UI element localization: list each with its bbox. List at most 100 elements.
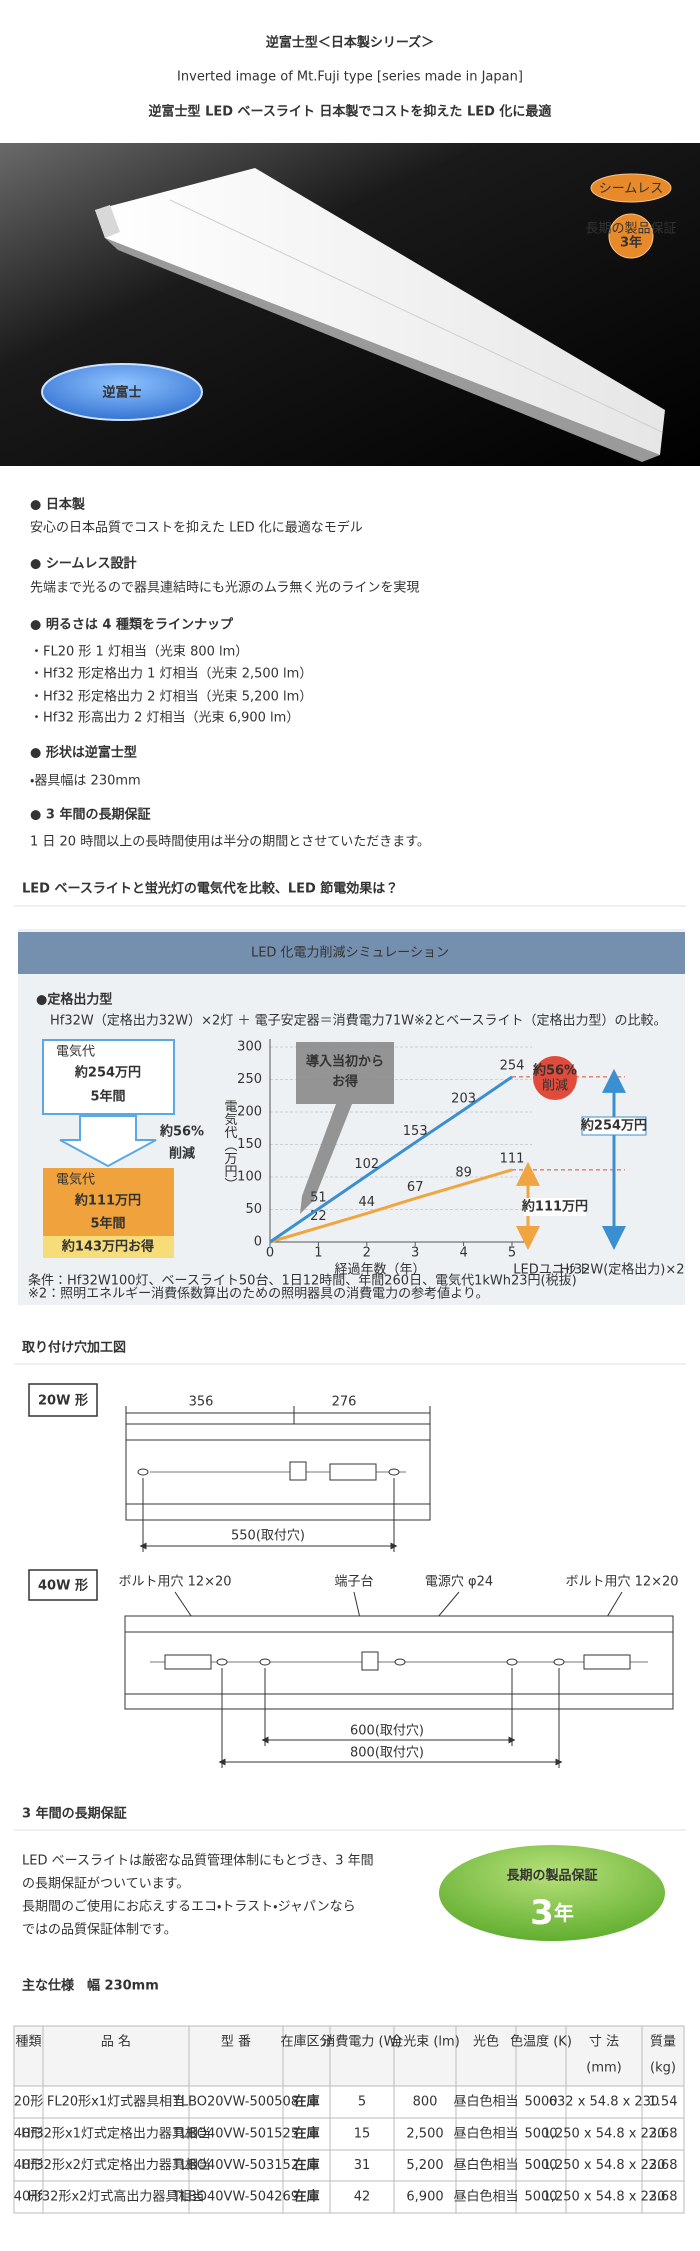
mount-hole: [394, 1658, 406, 1666]
warranty-badge-years: 3年: [530, 1893, 574, 1933]
type-badge: [41, 363, 203, 421]
x-axis-title: 経過年数（年）: [334, 1263, 425, 1278]
table-header-bg: [13, 2025, 685, 2087]
table-cell: 在庫: [293, 2126, 319, 2142]
feature-text: ・FL20 形 1 灯相当（光束 800 lm）: [30, 645, 248, 660]
table-cell: 5000: [524, 2158, 557, 2173]
after-total-box: [524, 1198, 586, 1216]
table-cell: 40形: [14, 2127, 44, 2142]
feature-text: ・Hf32 形高出力 2 灯相当（光束 6,900 lm）: [30, 710, 299, 726]
y-tick-label: 100: [237, 1170, 262, 1185]
data-label: 102: [354, 1157, 379, 1172]
table-cell: 40形: [14, 2190, 44, 2205]
table-cell: 5: [358, 2095, 366, 2110]
legend-label: Hf32W(定格出力)×2: [559, 1262, 684, 1278]
x-tick-label: 1: [314, 1246, 322, 1261]
table-cell: 1.54: [649, 2095, 678, 2110]
x-tick-label: 3: [411, 1246, 419, 1261]
table-cell: 2,500: [406, 2127, 443, 2142]
before-total: 約254万円: [580, 1118, 647, 1134]
simulation-subtitle: ●定格出力型: [36, 992, 112, 1008]
warranty-mini-years: 3年: [620, 235, 642, 251]
type-badge-text: 逆富士: [102, 385, 141, 401]
mount-hole: [216, 1658, 228, 1666]
lamp-underside: [105, 238, 660, 462]
feature-text: ・器具幅は 230mm: [30, 774, 141, 789]
table-cell: TLBO40VW-501525: [172, 2127, 299, 2142]
table-header-cell: 在庫区分: [280, 2035, 332, 2050]
y-tick-label: 300: [237, 1040, 262, 1055]
terminal: [289, 1461, 307, 1481]
table-header-cell: 全光束 (lm): [390, 2035, 460, 2050]
table-header-cell: 寸 法: [589, 2035, 619, 2050]
feature-text: ・Hf32 形定格出力 1 灯相当（光束 2,500 lm）: [30, 666, 312, 682]
reduction-percent: 約56%: [159, 1124, 204, 1140]
reduction-circle-percent: 約56%: [532, 1063, 577, 1079]
data-label: 111: [500, 1151, 525, 1166]
table-cell: 5000: [524, 2095, 557, 2110]
page-subtitle: Inverted image of Mt.Fuji type [series m…: [177, 70, 523, 85]
callout-label: ボルト用穴 12×20: [118, 1575, 231, 1590]
feature-heading: ● 明るさは 4 種類をラインナップ: [30, 617, 234, 633]
dimension: 600(取付穴): [350, 1724, 424, 1739]
socket: [583, 1654, 631, 1670]
simulation-header: [18, 932, 685, 974]
dimension: 800(取付穴): [350, 1746, 424, 1761]
lamp-face: [95, 168, 665, 455]
table-header-cell: 種類: [15, 2034, 41, 2050]
callout-label: 電源穴 φ24: [425, 1575, 493, 1590]
seamless-badge: [590, 173, 672, 203]
warranty-badge-unit: 年: [554, 1901, 574, 1925]
table-cell: 昼白色相当: [453, 2157, 518, 2173]
table-cell: FL20形x1灯式器具相当: [47, 2095, 185, 2110]
table-cell: TLBO40VW-503152: [172, 2158, 299, 2173]
data-label: 89: [455, 1166, 472, 1181]
data-label: 51: [310, 1190, 327, 1205]
table-cell: Hf32形x2灯式定格出力器具相当: [21, 2157, 211, 2173]
table-header-cell: 品 名: [101, 2034, 131, 2050]
section-heading: 3 年間の長期保証: [22, 1806, 127, 1822]
mount-hole: [506, 1658, 518, 1666]
section-heading: LED ベースライトと蛍光灯の電気代を比較、LED 節電効果は？: [22, 881, 398, 897]
table-cell: 632 x 54.8 x 230: [549, 2095, 660, 2110]
socket: [164, 1654, 212, 1670]
y-tick-label: 200: [237, 1105, 262, 1120]
label-box: [28, 1569, 98, 1601]
data-label: 203: [451, 1092, 476, 1107]
simulation-description: Hf32W（定格出力32W）×2灯 ＋ 電子安定器＝消費電力71W※2とベースラ…: [50, 1013, 666, 1029]
y-tick-label: 50: [245, 1202, 262, 1217]
feature-text: ・Hf32 形定格出力 2 灯相当（光束 5,200 lm）: [30, 689, 312, 705]
dimension: 356: [189, 1395, 214, 1410]
x-tick-label: 0: [266, 1246, 274, 1261]
dimension: 276: [332, 1395, 357, 1410]
table-cell: 昼白色相当: [453, 2189, 518, 2205]
table-cell: 6,900: [406, 2190, 443, 2205]
y-tick-label: 0: [254, 1235, 262, 1250]
reduction-word: 削減: [169, 1146, 195, 1162]
warranty-text: LED ベースライトは厳密な品質管理体制にもとづき、3 年間: [22, 1853, 374, 1869]
warranty-badge-number: 3: [530, 1893, 554, 1933]
feature-heading: ● 3 年間の長期保証: [30, 807, 150, 823]
callout-text: 導入当初から: [306, 1054, 384, 1070]
callout-label: 端子台: [334, 1574, 373, 1590]
table-header-cell: 消費電力 (W): [322, 2035, 401, 2050]
table-cell: 1,250 x 54.8 x 230: [543, 2158, 666, 2173]
section-heading: 取り付け穴加工図: [22, 1340, 126, 1356]
table-cell: 2.68: [649, 2127, 678, 2142]
fixture-label: 20W 形: [38, 1394, 88, 1409]
warranty-mini-badge: [608, 213, 654, 259]
before-label: 電気代: [56, 1044, 95, 1060]
y-axis-title: 電気代（万円）: [222, 1100, 238, 1191]
table-cell: 800: [413, 2095, 438, 2110]
table-header-cell: 光色: [473, 2035, 499, 2050]
y-tick-label: 250: [237, 1072, 262, 1087]
table-cell: 5000: [524, 2190, 557, 2205]
tagline: 逆富士型 LED ベースライト 日本製でコストを抑えた LED 化に最適: [149, 104, 552, 120]
terminal: [361, 1651, 379, 1671]
data-label: 153: [403, 1124, 428, 1139]
feature-heading: ● 日本製: [30, 497, 86, 513]
after-amount: 約111万円: [74, 1193, 141, 1209]
x-tick-label: 5: [508, 1246, 516, 1261]
